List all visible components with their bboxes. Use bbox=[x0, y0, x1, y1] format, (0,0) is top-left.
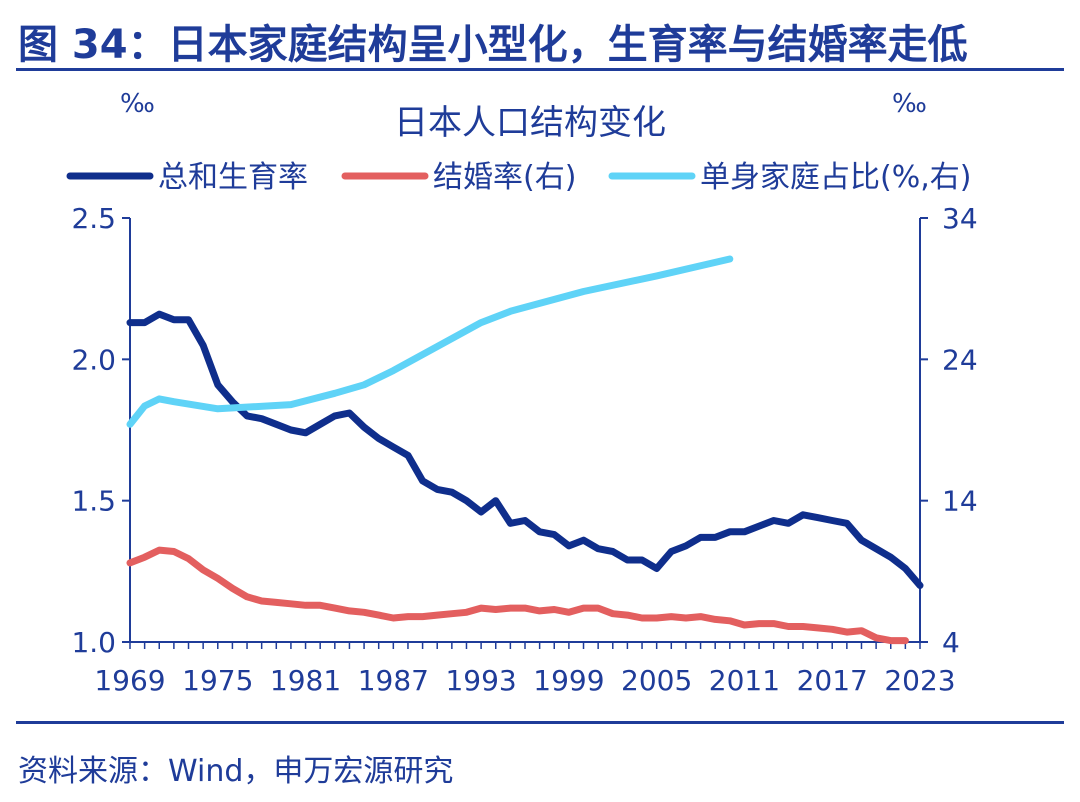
right-tick-label: 4 bbox=[942, 626, 960, 659]
chart-title: 日本人口结构变化 bbox=[394, 103, 666, 143]
legend-label: 总和生育率 bbox=[158, 160, 308, 195]
left-tick-label: 2.0 bbox=[71, 343, 116, 376]
left-unit-label: ‰ bbox=[120, 89, 155, 119]
figure-title: 图 34：日本家庭结构呈小型化，生育率与结婚率走低 bbox=[18, 22, 968, 68]
right-tick-label: 34 bbox=[942, 202, 978, 235]
right-tick-label: 14 bbox=[942, 485, 978, 518]
right-unit-label: ‰ bbox=[892, 89, 927, 119]
x-tick-label: 1969 bbox=[94, 664, 165, 697]
left-tick-label: 2.5 bbox=[71, 202, 116, 235]
axes bbox=[122, 217, 928, 649]
x-tick-label: 2017 bbox=[797, 664, 868, 697]
x-tick-label: 1987 bbox=[358, 664, 429, 697]
x-tick-label: 2023 bbox=[884, 664, 955, 697]
left-tick-label: 1.0 bbox=[71, 626, 116, 659]
x-tick-label: 1993 bbox=[445, 664, 516, 697]
x-tick-label: 2005 bbox=[621, 664, 692, 697]
single-household-line bbox=[126, 255, 734, 428]
top-rule bbox=[16, 68, 1064, 71]
legend-label: 单身家庭占比(%,右) bbox=[700, 160, 971, 195]
x-tick-label: 1975 bbox=[182, 664, 253, 697]
x-tick-label: 1999 bbox=[533, 664, 604, 697]
bottom-rule bbox=[16, 721, 1064, 724]
left-tick-label: 1.5 bbox=[71, 485, 116, 518]
chart-labels: 2.5 2.0 1.5 1.0 34 24 14 4 1969 1975 1981 1987 1993 1… bbox=[66, 89, 978, 697]
legend-label: 结婚率(右) bbox=[433, 160, 576, 195]
x-tick-label: 2011 bbox=[709, 664, 780, 697]
x-tick-label: 1981 bbox=[270, 664, 341, 697]
fertility-rate-line bbox=[126, 310, 924, 589]
source-note: 资料来源：Wind，申万宏源研究 bbox=[18, 754, 454, 789]
series-lines bbox=[126, 255, 924, 645]
right-tick-label: 24 bbox=[942, 343, 978, 376]
marriage-rate-line bbox=[126, 546, 909, 645]
